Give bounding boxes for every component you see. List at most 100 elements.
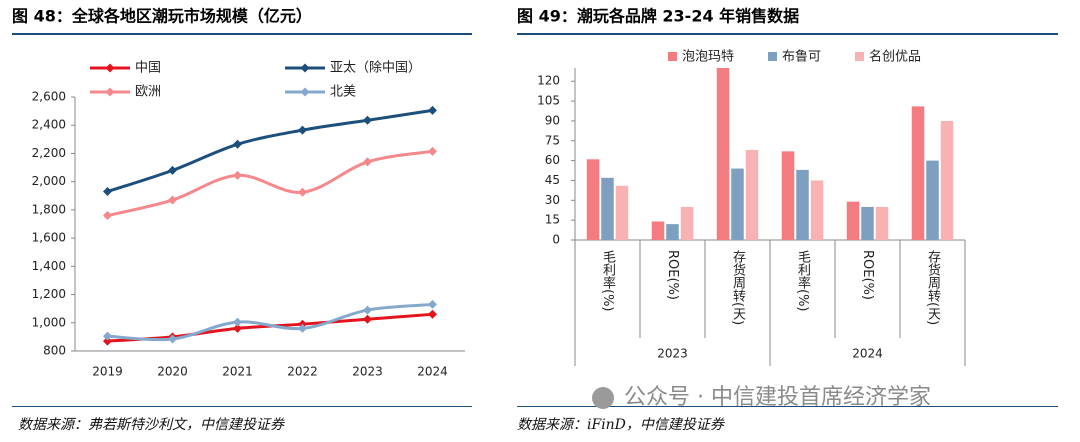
chart-title: 图 48：全球各地区潮玩市场规模（亿元）	[12, 7, 312, 26]
bar	[810, 180, 824, 240]
y-tick-label: 2,000	[32, 174, 66, 188]
point-marker	[233, 317, 242, 327]
watermark-icon	[592, 387, 614, 409]
x-tick-label: 2019	[92, 365, 123, 379]
bar	[651, 221, 665, 240]
source-rule	[12, 406, 472, 407]
source: 数据来源：弗若斯特沙利文，中信建投证券	[18, 417, 285, 433]
y-tick-label: 2,200	[32, 146, 66, 160]
legend-marker	[105, 87, 115, 97]
point-marker	[298, 323, 307, 333]
y-tick-label: 60	[545, 153, 560, 167]
legend-label: 北美	[330, 85, 356, 100]
bar	[875, 206, 889, 240]
x-tick-label: 存货周转(天)	[925, 250, 941, 325]
point-marker	[168, 334, 177, 344]
legend-swatch	[668, 52, 677, 61]
y-tick-label: 0	[552, 233, 560, 247]
y-tick-label: 800	[43, 344, 66, 358]
y-tick-label: 1,600	[32, 231, 66, 245]
point-marker	[103, 187, 112, 197]
legend-label: 名创优品	[869, 49, 921, 65]
y-tick-label: 30	[545, 193, 560, 207]
bar	[861, 206, 874, 240]
group-label: 2024	[852, 347, 883, 361]
point-marker	[298, 187, 307, 197]
series-line	[107, 149, 433, 217]
y-tick-label: 75	[545, 133, 560, 147]
x-tick-label: 毛利率(%)	[795, 250, 811, 312]
x-tick-label: ROE(%)	[860, 250, 875, 300]
y-tick-label: 2,600	[32, 90, 66, 104]
x-tick-label: 2020	[157, 365, 188, 379]
y-tick-label: 15	[545, 213, 560, 227]
chart-title: 图 49：潮玩各品牌 23-24 年销售数据	[517, 7, 799, 26]
bar	[680, 206, 694, 240]
x-tick-label: ROE(%)	[665, 250, 680, 300]
point-marker	[233, 323, 242, 333]
point-marker	[298, 125, 307, 135]
title-rule	[12, 33, 472, 35]
title-rule	[517, 33, 1058, 35]
point-marker	[168, 195, 177, 205]
point-marker	[363, 305, 372, 315]
y-tick-label: 105	[537, 94, 560, 108]
x-tick-label: 2021	[222, 365, 253, 379]
group-label: 2023	[657, 347, 688, 361]
x-tick-label: 存货周转(天)	[730, 250, 746, 325]
x-tick-label: 毛利率(%)	[600, 250, 616, 312]
y-tick-label: 45	[545, 173, 560, 187]
point-marker	[428, 299, 437, 309]
bar	[745, 150, 759, 240]
y-tick-label: 2,400	[32, 118, 66, 132]
watermark: 公众号 · 中信建投首席经济学家	[624, 385, 931, 410]
legend-swatch	[855, 52, 864, 61]
series-line	[107, 302, 433, 342]
point-marker	[428, 105, 437, 115]
legend-label: 泡泡玛特	[682, 50, 734, 65]
y-tick-label: 1,400	[32, 259, 66, 273]
y-tick-label: 1,200	[32, 287, 66, 301]
point-marker	[168, 165, 177, 175]
point-marker	[233, 139, 242, 149]
point-marker	[103, 336, 112, 346]
bar	[911, 106, 925, 240]
source: 数据来源：iFinD，中信建投证券	[517, 417, 725, 433]
legend-marker	[105, 63, 115, 73]
x-tick-label: 2024	[417, 365, 448, 379]
legend-label: 中国	[135, 61, 161, 76]
bar	[926, 160, 939, 240]
y-tick-label: 90	[545, 113, 560, 127]
bar	[615, 185, 629, 240]
y-tick-label: 120	[537, 74, 560, 88]
series-line	[107, 312, 433, 343]
legend-marker	[300, 63, 310, 73]
series-line	[107, 108, 433, 193]
source-rule	[517, 406, 1058, 407]
point-marker	[103, 331, 112, 341]
bar	[781, 151, 795, 240]
point-marker	[363, 115, 372, 125]
legend-label: 布鲁可	[782, 50, 821, 65]
point-marker	[428, 146, 437, 156]
legend-swatch	[768, 52, 777, 61]
point-marker	[363, 157, 372, 167]
x-tick-label: 2023	[352, 365, 383, 379]
bar	[716, 68, 730, 240]
bar	[846, 201, 860, 240]
point-marker	[233, 170, 242, 180]
legend-label: 亚太（除中国）	[330, 61, 421, 76]
point-marker	[428, 309, 437, 319]
bar	[586, 159, 600, 240]
bar	[666, 224, 679, 240]
point-marker	[103, 211, 112, 221]
x-tick-label: 2022	[287, 365, 318, 379]
y-tick-label: 1,000	[32, 315, 66, 329]
bar	[940, 120, 954, 240]
point-marker	[363, 314, 372, 324]
bar	[796, 169, 809, 240]
legend-label: 欧洲	[135, 85, 161, 100]
y-tick-label: 1,800	[32, 202, 66, 216]
legend-marker	[300, 87, 310, 97]
